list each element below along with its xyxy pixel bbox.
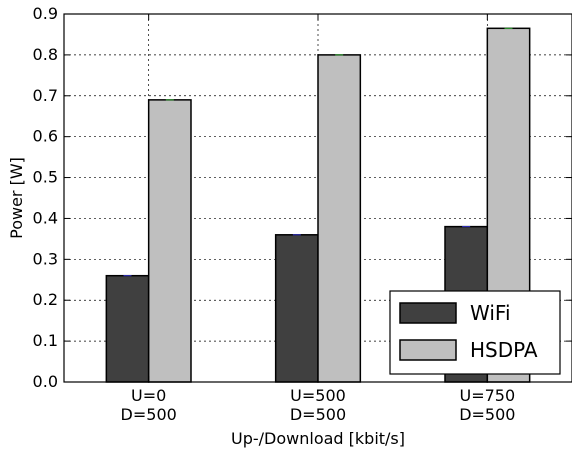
- x-tick-label: U=0: [131, 386, 166, 405]
- y-tick-label: 0.8: [33, 45, 58, 64]
- y-tick-label: 0.1: [33, 331, 58, 350]
- x-tick-label: D=500: [290, 405, 346, 424]
- legend-label-wifi: WiFi: [470, 301, 511, 325]
- y-tick-label: 0.9: [33, 4, 58, 23]
- y-tick-label: 0.0: [33, 372, 58, 391]
- y-tick-label: 0.4: [33, 208, 58, 227]
- x-axis-label: Up-/Download [kbit/s]: [231, 429, 405, 448]
- x-tick-label: U=500: [290, 386, 346, 405]
- legend: WiFi HSDPA: [389, 290, 561, 375]
- bar-hsdpa-1: [317, 54, 362, 383]
- y-tick-label: 0.3: [33, 249, 58, 268]
- x-tick-label: D=500: [459, 405, 515, 424]
- bar-wifi-1: [274, 234, 319, 383]
- y-tick-label: 0.6: [33, 127, 58, 146]
- legend-swatch-wifi: [399, 302, 457, 324]
- y-tick-label: 0.5: [33, 168, 58, 187]
- y-tick-label: 0.7: [33, 86, 58, 105]
- x-tick-label: D=500: [121, 405, 177, 424]
- x-tick-label: U=750: [460, 386, 516, 405]
- y-tick-label: 0.2: [33, 290, 58, 309]
- legend-swatch-hsdpa: [399, 339, 457, 361]
- bar-wifi-0: [105, 274, 150, 383]
- y-axis: 0.0 0.1 0.2 0.3 0.4 0.5 0.6 0.7 0.8 0.9: [33, 4, 572, 391]
- y-axis-label: Power [W]: [7, 157, 26, 239]
- legend-label-hsdpa: HSDPA: [470, 338, 538, 362]
- bar-hsdpa-0: [147, 99, 192, 383]
